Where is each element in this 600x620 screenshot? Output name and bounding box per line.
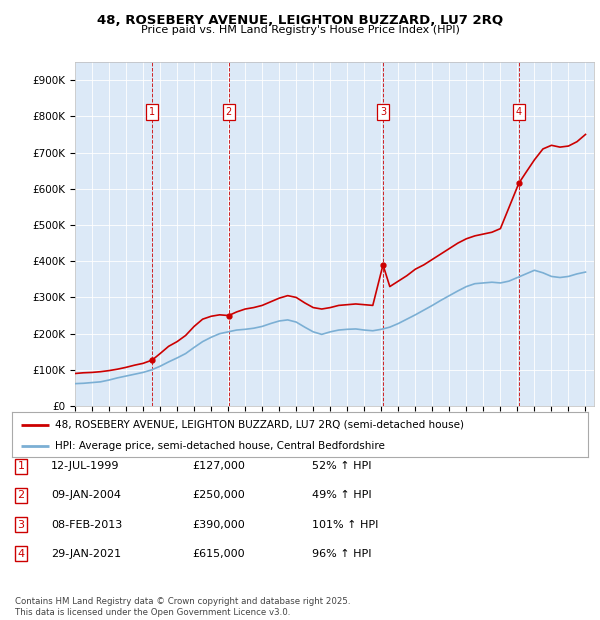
Text: £615,000: £615,000 — [192, 549, 245, 559]
Text: 08-FEB-2013: 08-FEB-2013 — [51, 520, 122, 529]
Text: 96% ↑ HPI: 96% ↑ HPI — [312, 549, 371, 559]
Text: £250,000: £250,000 — [192, 490, 245, 500]
Text: 29-JAN-2021: 29-JAN-2021 — [51, 549, 121, 559]
Text: 2: 2 — [17, 490, 25, 500]
Text: 12-JUL-1999: 12-JUL-1999 — [51, 461, 119, 471]
Text: £127,000: £127,000 — [192, 461, 245, 471]
Text: 1: 1 — [17, 461, 25, 471]
Text: Price paid vs. HM Land Registry's House Price Index (HPI): Price paid vs. HM Land Registry's House … — [140, 25, 460, 35]
Text: 1: 1 — [149, 107, 155, 117]
Text: 09-JAN-2004: 09-JAN-2004 — [51, 490, 121, 500]
Text: 48, ROSEBERY AVENUE, LEIGHTON BUZZARD, LU7 2RQ: 48, ROSEBERY AVENUE, LEIGHTON BUZZARD, L… — [97, 14, 503, 27]
Text: 48, ROSEBERY AVENUE, LEIGHTON BUZZARD, LU7 2RQ (semi-detached house): 48, ROSEBERY AVENUE, LEIGHTON BUZZARD, L… — [55, 420, 464, 430]
Text: 101% ↑ HPI: 101% ↑ HPI — [312, 520, 379, 529]
Text: 3: 3 — [380, 107, 386, 117]
Text: 4: 4 — [17, 549, 25, 559]
Text: £390,000: £390,000 — [192, 520, 245, 529]
Text: Contains HM Land Registry data © Crown copyright and database right 2025.
This d: Contains HM Land Registry data © Crown c… — [15, 598, 350, 617]
Text: 2: 2 — [226, 107, 232, 117]
Text: 52% ↑ HPI: 52% ↑ HPI — [312, 461, 371, 471]
Text: HPI: Average price, semi-detached house, Central Bedfordshire: HPI: Average price, semi-detached house,… — [55, 441, 385, 451]
Text: 49% ↑ HPI: 49% ↑ HPI — [312, 490, 371, 500]
Text: 3: 3 — [17, 520, 25, 529]
Text: 4: 4 — [516, 107, 522, 117]
